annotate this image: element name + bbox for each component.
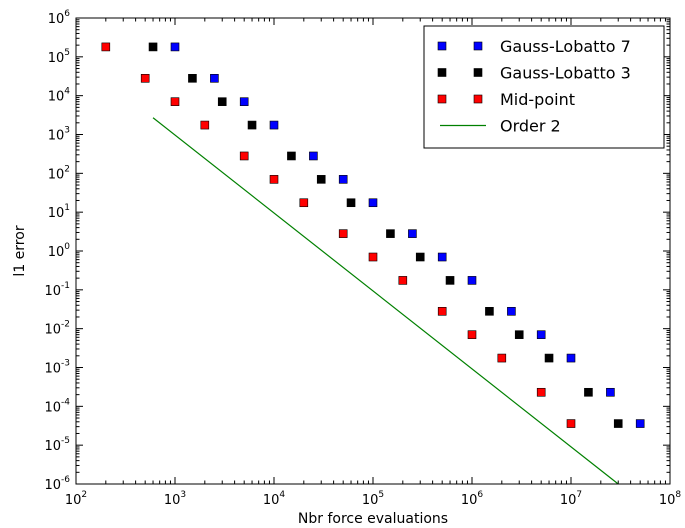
data-point-series-2 (437, 307, 447, 316)
data-point-series-2 (368, 252, 378, 262)
tick-labels: 102 103 104 105 106 107 108 10-6 10-5 10-4 10-3 10-… (44, 9, 681, 508)
data-point-series-1 (247, 120, 257, 130)
data-point-series-0 (368, 198, 378, 208)
legend-marker-swatch (437, 41, 447, 51)
data-point-series-1 (386, 229, 395, 238)
data-point-series-2 (140, 74, 150, 83)
data-point-series-0 (536, 330, 546, 339)
legend-marker-swatch (437, 94, 447, 104)
y-tick-label: 100 (48, 242, 71, 260)
y-tick-label: 105 (48, 48, 70, 66)
y-tick-label: 10-5 (44, 436, 70, 454)
legend-marker-swatch (473, 41, 483, 51)
legend: Gauss-Lobatto 7 Gauss-Lobatto 3 Mid-point O… (423, 25, 665, 149)
legend-label: Gauss-Lobatto 7 (500, 37, 631, 56)
y-axis-label: l1 error (12, 225, 28, 276)
data-point-series-0 (338, 175, 348, 184)
data-point-series-2 (398, 276, 408, 285)
data-point-series-2 (101, 42, 111, 52)
data-point-series-1 (188, 74, 197, 83)
data-point-series-0 (239, 97, 249, 106)
y-tick-label: 10-4 (44, 397, 70, 415)
x-tick-label: 102 (65, 490, 87, 508)
x-tick-label: 107 (560, 490, 582, 508)
legend-box (423, 25, 665, 149)
legend-marker-swatch (473, 94, 483, 104)
y-tick-label: 10-1 (44, 281, 70, 299)
data-point-series-0 (210, 74, 219, 83)
data-point-series-0 (606, 387, 615, 397)
data-point-series-2 (239, 151, 249, 161)
data-point-series-2 (338, 229, 348, 238)
legend-label: Gauss-Lobatto 3 (500, 64, 631, 83)
legend-label: Mid-point (500, 90, 575, 109)
data-point-series-0 (467, 276, 477, 285)
x-tick-label: 108 (659, 490, 682, 508)
x-axis-label: Nbr force evaluations (298, 511, 448, 527)
data-point-series-1 (148, 42, 158, 52)
data-point-series-0 (566, 353, 576, 363)
y-tick-label: 103 (48, 126, 70, 144)
y-tick-label: 101 (48, 203, 70, 221)
data-point-series-2 (497, 353, 507, 363)
data-point-series-1 (415, 252, 425, 262)
legend-marker-swatch (473, 68, 483, 77)
y-tick-label: 10-2 (44, 320, 70, 338)
data-point-series-1 (485, 307, 494, 316)
series-line-order-2 (152, 117, 619, 485)
x-tick-label: 106 (461, 490, 484, 508)
x-tick-label: 105 (362, 490, 384, 508)
data-point-series-1 (514, 330, 524, 339)
plot-frame (75, 17, 671, 485)
data-point-series-0 (309, 151, 318, 161)
data-point-series-2 (566, 419, 576, 428)
y-tick-label: 104 (48, 87, 71, 105)
data-point-series-2 (269, 175, 279, 184)
data-point-series-1 (217, 97, 227, 106)
data-point-series-2 (536, 387, 546, 397)
x-tick-label: 103 (164, 490, 186, 508)
data-point-series-1 (544, 353, 554, 363)
legend-label: Order 2 (500, 117, 561, 136)
y-tick-label: 10-3 (44, 359, 70, 377)
y-tick-label: 102 (48, 164, 70, 182)
data-markers (101, 42, 645, 428)
order-line-layer (152, 117, 619, 485)
data-point-series-2 (299, 198, 309, 208)
legend-marker-swatch (437, 68, 447, 77)
data-point-series-0 (269, 120, 279, 130)
data-point-series-1 (584, 387, 593, 397)
data-point-series-2 (467, 330, 477, 339)
data-point-series-1 (346, 198, 356, 208)
data-point-series-2 (170, 97, 180, 106)
x-tick-label: 104 (263, 490, 286, 508)
data-point-series-1 (287, 151, 296, 161)
y-tick-label: 106 (48, 9, 71, 27)
data-point-series-0 (507, 307, 516, 316)
data-point-series-0 (635, 419, 645, 428)
y-tick-label: 10-6 (44, 475, 70, 493)
data-point-series-0 (408, 229, 417, 238)
data-point-series-1 (445, 276, 455, 285)
data-point-series-0 (437, 252, 447, 262)
data-point-series-2 (200, 120, 210, 130)
axis-ticks (75, 17, 671, 485)
data-point-series-1 (316, 175, 326, 184)
data-point-series-0 (170, 42, 180, 52)
data-point-series-1 (613, 419, 623, 428)
